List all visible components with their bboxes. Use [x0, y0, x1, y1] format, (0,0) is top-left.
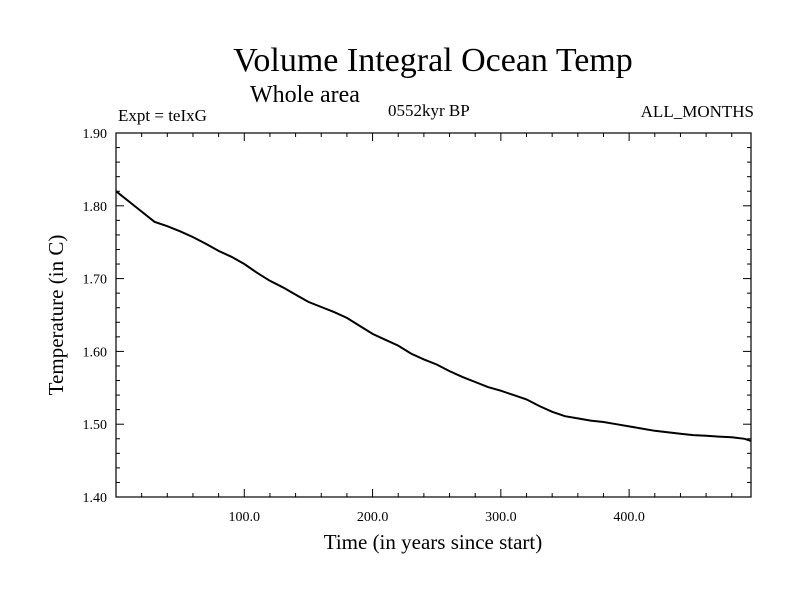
x-tick-label: 400.0 — [613, 510, 645, 525]
chart-title: Volume Integral Ocean Temp — [233, 42, 633, 79]
months-label: ALL_MONTHS — [640, 102, 754, 121]
x-tick-label: 100.0 — [229, 510, 261, 525]
plot-frame — [115, 132, 752, 498]
y-tick-label: 1.80 — [83, 200, 108, 215]
axis-tick-labels: 100.0 200.0 300.0 400.0 1.40 1.50 1.60 1.70 1.80… — [83, 127, 645, 525]
chart-subtitle: Whole area — [250, 82, 360, 108]
y-axis-label: Temperature (in C) — [44, 235, 68, 396]
experiment-label: Expt = teIxG — [118, 106, 207, 125]
y-tick-label: 1.70 — [83, 273, 108, 288]
temperature-series-line — [115, 190, 752, 442]
x-axis-label: Time (in years since start) — [324, 530, 543, 554]
y-tick-label: 1.50 — [83, 418, 108, 433]
date-label: 0552kyr BP — [388, 101, 470, 120]
axis-ticks — [116, 132, 751, 498]
y-tick-label: 1.40 — [83, 491, 108, 506]
x-tick-label: 300.0 — [485, 510, 517, 525]
x-tick-label: 200.0 — [357, 510, 389, 525]
y-tick-label: 1.60 — [83, 345, 108, 360]
y-tick-label: 1.90 — [83, 127, 108, 142]
